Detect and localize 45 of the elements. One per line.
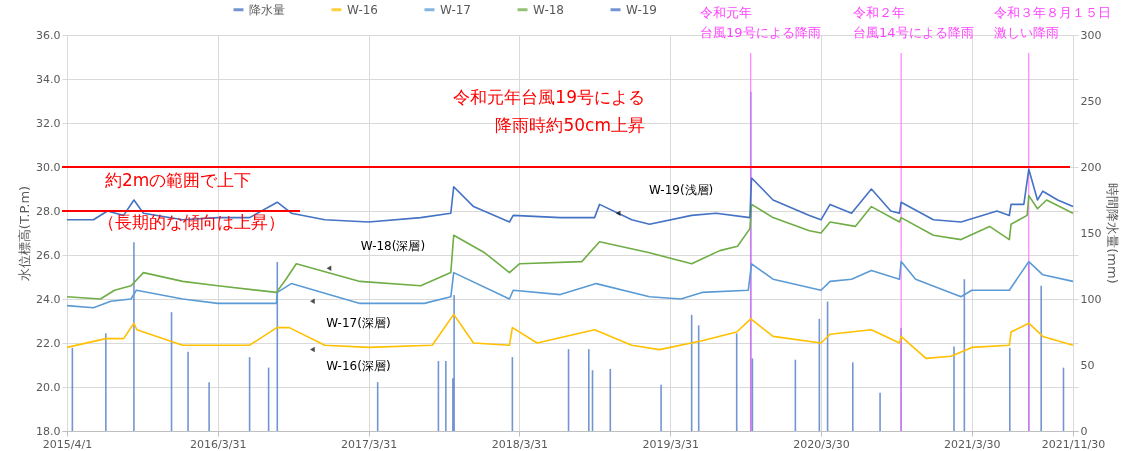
legend-label: 降水量 [249,2,285,17]
y2-tick-label: 200 [1080,160,1102,174]
text: 令和３年８月１５日 [994,5,1111,20]
x-tick-label: 2021/3/30 [944,437,1001,451]
text: 令和元年 [700,5,752,20]
y2-tick-label: 0 [1080,424,1088,438]
y-tick-label: 30.0 [36,160,61,174]
y2-axis-title: 時間降水量(mm) [1105,183,1121,284]
annotation: W-16(深層) [326,358,391,373]
y-tick-label: 20.0 [36,380,61,394]
y-tick-label: 32.0 [36,116,61,130]
x-tick-label: 2019/3/31 [642,437,699,451]
y2-tick-label: 100 [1080,292,1102,306]
annotation: 台風19号による降雨 [700,25,821,40]
y2-tick-label: 300 [1080,28,1102,42]
text: 令和２年 [853,5,905,20]
legend-label: W-17 [440,2,471,17]
annotation: 降雨時約50cm上昇 [495,115,645,135]
y-tick-label: 34.0 [36,72,61,86]
x-tick-label: 2021/11/30 [1041,437,1106,451]
y-axis-title: 水位標高(T.P.m) [17,185,33,282]
x-tick-label: 2017/3/31 [340,437,398,451]
x-tick-label: 2020/3/30 [793,437,850,451]
annotation: W-19(浅層) [648,183,714,198]
y-tick-label: 18.0 [36,424,61,438]
legend-label: W-18 [533,2,564,17]
y2-tick-label: 150 [1080,226,1102,240]
y-tick-label: 28.0 [36,204,61,218]
x-tick-label: 2015/4/1 [42,437,93,451]
x-tick-label: 2018/3/31 [491,437,549,451]
y2-tick-label: 250 [1080,94,1102,108]
annotation: W-17(深層) [326,316,391,331]
y-tick-label: 22.0 [36,336,61,350]
annotation: 台風14号による降雨 [853,25,974,40]
annotation: W-18(深層) [360,239,426,254]
y2-tick-label: 50 [1080,358,1095,372]
y-tick-label: 24.0 [36,292,61,306]
y-tick-label: 36.0 [36,28,61,42]
annotation: 令和元年台風19号による [453,87,645,107]
annotation: 約2mの範囲で上下 [105,170,252,190]
x-tick-label: 2016/3/31 [190,437,247,451]
annotation: 激しい降雨 [994,25,1059,40]
y-tick-label: 26.0 [36,248,61,262]
legend-label: W-19 [626,2,657,17]
legend-label: W-16 [347,2,378,17]
